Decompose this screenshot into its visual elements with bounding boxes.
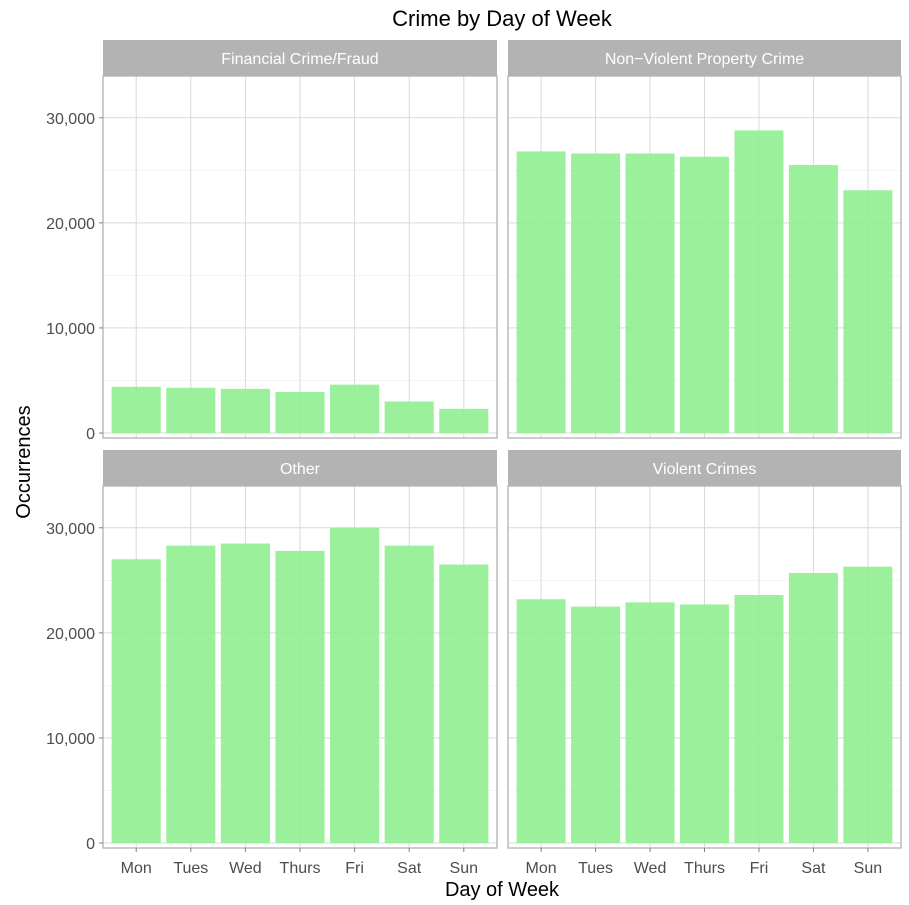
y-tick-label: 0 — [86, 426, 95, 443]
bar-financial-crime-fraud-sat — [384, 401, 434, 433]
x-tick-label-wed: Wed — [229, 860, 262, 877]
bar-non-violent-property-crime-mon — [516, 151, 566, 433]
x-tick-label-fri: Fri — [345, 860, 364, 877]
x-axis-title: Day of Week — [445, 879, 560, 901]
bar-other-thurs — [275, 550, 325, 843]
bar-violent-crimes-thurs — [679, 604, 730, 843]
bar-other-tues — [166, 545, 216, 843]
chart-title: Crime by Day of Week — [392, 6, 613, 31]
x-tick-label-sun: Sun — [450, 860, 478, 877]
bar-financial-crime-fraud-sun — [439, 408, 489, 433]
bar-other-wed — [220, 543, 270, 843]
bar-violent-crimes-wed — [625, 602, 675, 843]
strip-label-financial-crime-fraud: Financial Crime/Fraud — [221, 51, 378, 68]
bar-other-fri — [330, 527, 380, 843]
bar-other-sat — [384, 545, 434, 843]
bar-non-violent-property-crime-sat — [788, 165, 838, 434]
strip-financial-crime-fraud — [103, 40, 497, 76]
bar-violent-crimes-mon — [516, 599, 566, 843]
y-tick-label: 30,000 — [46, 521, 95, 538]
bar-violent-crimes-sun — [843, 566, 893, 843]
strip-label-non-violent-property-crime: Non−Violent Property Crime — [605, 51, 804, 68]
strip-other — [103, 450, 497, 486]
x-tick-label-sat: Sat — [801, 860, 826, 877]
panel-financial-crime-fraud: Financial Crime/Fraud 0 10,000 20,000 30,000 — [46, 40, 498, 443]
panel-non-violent-property-crime: Non−Violent Property Crime — [507, 40, 902, 439]
x-tick-label-mon: Mon — [526, 860, 557, 877]
bar-financial-crime-fraud-tues — [166, 387, 216, 433]
x-tick-label-fri: Fri — [750, 860, 769, 877]
x-tick-label-thurs: Thurs — [280, 860, 321, 877]
x-tick-label-tues: Tues — [578, 860, 613, 877]
y-axis-title: Occurrences — [13, 405, 35, 518]
bar-violent-crimes-fri — [734, 595, 784, 843]
strip-non-violent-property-crime — [508, 40, 901, 76]
x-tick-label-mon: Mon — [121, 860, 152, 877]
bar-non-violent-property-crime-tues — [571, 153, 621, 433]
facet-panels: Financial Crime/Fraud 0 10,000 20,000 30,000… — [46, 40, 902, 877]
strip-label-other: Other — [280, 461, 321, 478]
y-tick-label: 20,000 — [46, 626, 95, 643]
y-tick-label: 10,000 — [46, 321, 95, 338]
bar-non-violent-property-crime-wed — [625, 153, 675, 433]
bar-financial-crime-fraud-fri — [330, 384, 380, 433]
bar-violent-crimes-sat — [788, 572, 838, 843]
bar-non-violent-property-crime-fri — [734, 130, 784, 433]
strip-label-violent-crimes: Violent Crimes — [653, 461, 757, 478]
strip-violent-crimes — [508, 450, 901, 486]
y-tick-label: 20,000 — [46, 216, 95, 233]
bar-financial-crime-fraud-thurs — [275, 392, 325, 433]
bar-non-violent-property-crime-sun — [843, 190, 893, 433]
bar-financial-crime-fraud-mon — [111, 386, 161, 433]
bar-non-violent-property-crime-thurs — [679, 156, 730, 433]
panel-other: Other 0 10,000 20,000 30,000 Mon Tues Wed Thurs F… — [46, 450, 498, 877]
panel-border — [507, 75, 902, 439]
y-tick-label: 30,000 — [46, 111, 95, 128]
x-tick-label-thurs: Thurs — [684, 860, 725, 877]
x-tick-label-sat: Sat — [397, 860, 422, 877]
panel-violent-crimes: Violent Crimes Mon Tues Wed Thurs Fri Sat Sun — [507, 450, 902, 877]
y-tick-label: 0 — [86, 836, 95, 853]
x-tick-label-tues: Tues — [173, 860, 208, 877]
bar-violent-crimes-tues — [571, 606, 621, 843]
y-tick-label: 10,000 — [46, 731, 95, 748]
bar-other-mon — [111, 559, 161, 843]
x-tick-label-wed: Wed — [634, 860, 667, 877]
bar-other-sun — [439, 564, 489, 843]
panel-border — [102, 75, 498, 439]
bar-financial-crime-fraud-wed — [220, 388, 270, 433]
x-tick-label-sun: Sun — [854, 860, 882, 877]
